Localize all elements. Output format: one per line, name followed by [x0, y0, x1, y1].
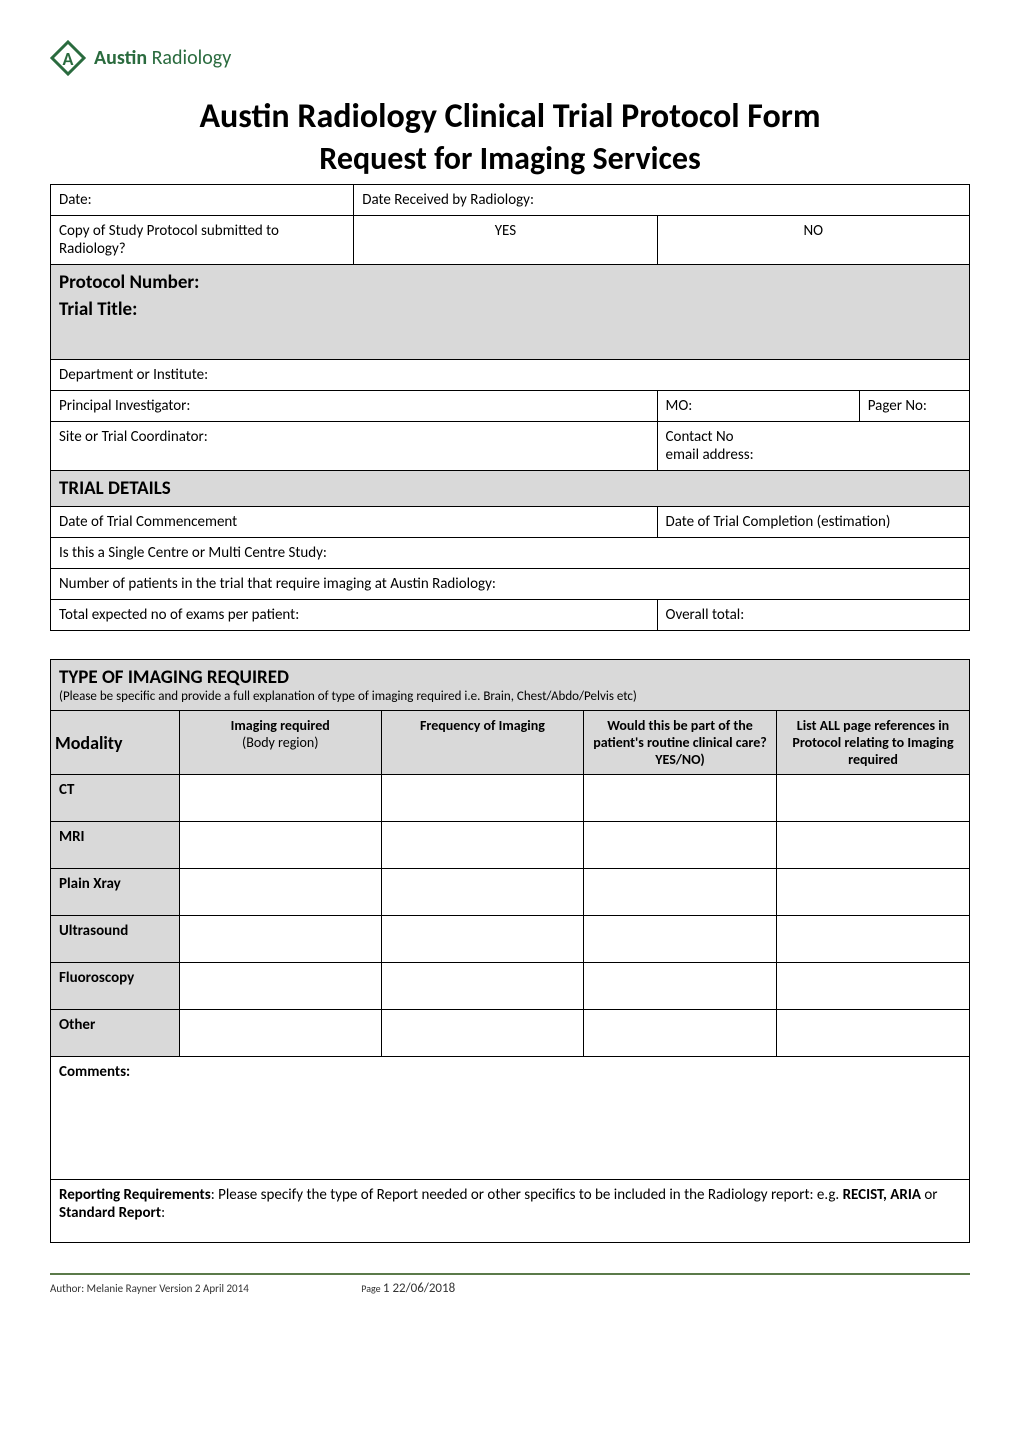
us-pages[interactable]: [776, 916, 969, 963]
yes-cell[interactable]: YES: [354, 216, 657, 265]
mri-routine[interactable]: [584, 822, 777, 869]
row-ultrasound: Ultrasound: [51, 916, 180, 963]
logo-light: Radiology: [147, 46, 231, 70]
table-row: MRI: [51, 822, 970, 869]
logo-row: A Austin Radiology: [50, 40, 970, 76]
mri-pages[interactable]: [776, 822, 969, 869]
reporting-cell[interactable]: Reporting Requirements: Please specify t…: [51, 1180, 970, 1243]
col-frequency: Frequency of Imaging: [381, 711, 583, 775]
comments-cell[interactable]: Comments:: [51, 1057, 970, 1180]
protocol-submitted-label: Copy of Study Protocol submitted to Radi…: [51, 216, 354, 265]
imaging-header-row: TYPE OF IMAGING REQUIRED (Please be spec…: [51, 660, 970, 711]
trial-details-header: TRIAL DETAILS: [51, 471, 970, 507]
date-label[interactable]: Date:: [51, 185, 354, 216]
imaging-header: TYPE OF IMAGING REQUIRED: [59, 666, 961, 689]
other-imaging[interactable]: [179, 1010, 381, 1057]
ct-routine[interactable]: [584, 775, 777, 822]
coordinator-label[interactable]: Site or Trial Coordinator:: [51, 422, 658, 471]
protocol-number-row[interactable]: Protocol Number: Trial Title:: [51, 265, 970, 360]
col-modality: Modality: [51, 711, 180, 775]
comments-label: Comments:: [59, 1063, 130, 1081]
xray-routine[interactable]: [584, 869, 777, 916]
row-fluoroscopy: Fluoroscopy: [51, 963, 180, 1010]
ct-frequency[interactable]: [381, 775, 583, 822]
ct-imaging[interactable]: [179, 775, 381, 822]
exams-per-patient-label[interactable]: Total expected no of exams per patient:: [51, 600, 658, 631]
reporting-text2: or: [921, 1186, 938, 1204]
fluoro-frequency[interactable]: [381, 963, 583, 1010]
row-ct: CT: [51, 775, 180, 822]
pi-label[interactable]: Principal Investigator:: [51, 391, 658, 422]
col-imaging-required-text: Imaging required: [184, 717, 377, 734]
svg-text:A: A: [63, 48, 74, 70]
no-cell[interactable]: NO: [657, 216, 969, 265]
col-imaging-required-sub: (Body region): [184, 734, 377, 751]
completion-label[interactable]: Date of Trial Completion (estimation): [657, 507, 969, 538]
page-subtitle: Request for Imaging Services: [50, 139, 970, 178]
contact-email-cell[interactable]: Contact No email address:: [657, 422, 969, 471]
commencement-label[interactable]: Date of Trial Commencement: [51, 507, 658, 538]
protocol-number-label: Protocol Number:: [59, 271, 961, 294]
footer-page-num: 1: [383, 1281, 390, 1296]
mo-label[interactable]: MO:: [657, 391, 859, 422]
col-routine-care: Would this be part of the patient's rout…: [584, 711, 777, 775]
table-row: Fluoroscopy: [51, 963, 970, 1010]
logo-text: Austin Radiology: [94, 46, 231, 70]
fluoro-imaging[interactable]: [179, 963, 381, 1010]
mri-imaging[interactable]: [179, 822, 381, 869]
reporting-bold1: Reporting Requirements: [59, 1186, 211, 1204]
reporting-bold3: Standard Report: [59, 1204, 161, 1222]
footer: Author: Melanie Rayner Version 2 April 2…: [50, 1273, 970, 1296]
fluoro-routine[interactable]: [584, 963, 777, 1010]
email-label: email address:: [666, 446, 961, 464]
logo-bold: Austin: [94, 46, 147, 70]
xray-frequency[interactable]: [381, 869, 583, 916]
xray-imaging[interactable]: [179, 869, 381, 916]
fluoro-pages[interactable]: [776, 963, 969, 1010]
row-plain-xray: Plain Xray: [51, 869, 180, 916]
footer-page-small: Page: [361, 1282, 383, 1295]
footer-date: 22/06/2018: [390, 1281, 456, 1296]
us-imaging[interactable]: [179, 916, 381, 963]
other-frequency[interactable]: [381, 1010, 583, 1057]
row-mri: MRI: [51, 822, 180, 869]
page-title: Austin Radiology Clinical Trial Protocol…: [50, 96, 970, 137]
footer-author: Author: Melanie Rayner Version 2 April 2…: [50, 1282, 249, 1295]
col-imaging-required: Imaging required (Body region): [179, 711, 381, 775]
xray-pages[interactable]: [776, 869, 969, 916]
table-row: Plain Xray: [51, 869, 970, 916]
ct-pages[interactable]: [776, 775, 969, 822]
row-other: Other: [51, 1010, 180, 1057]
other-routine[interactable]: [584, 1010, 777, 1057]
us-routine[interactable]: [584, 916, 777, 963]
date-received-label[interactable]: Date Received by Radiology:: [354, 185, 970, 216]
department-label[interactable]: Department or Institute:: [51, 360, 970, 391]
diamond-a-icon: A: [50, 40, 86, 76]
imaging-note: (Please be specific and provide a full e…: [59, 689, 961, 704]
reporting-text3: :: [161, 1204, 165, 1222]
table-row: Other: [51, 1010, 970, 1057]
table-row: Ultrasound: [51, 916, 970, 963]
num-patients-label[interactable]: Number of patients in the trial that req…: [51, 569, 970, 600]
contact-no-label: Contact No: [666, 428, 961, 446]
reporting-bold2: RECIST, ARIA: [843, 1186, 921, 1204]
trial-title-label: Trial Title:: [59, 298, 961, 321]
overall-total-label[interactable]: Overall total:: [657, 600, 969, 631]
pager-label[interactable]: Pager No:: [859, 391, 969, 422]
col-page-refs: List ALL page references in Protocol rel…: [776, 711, 969, 775]
main-form-table: Date: Date Received by Radiology: Copy o…: [50, 184, 970, 631]
table-row: CT: [51, 775, 970, 822]
other-pages[interactable]: [776, 1010, 969, 1057]
imaging-table: TYPE OF IMAGING REQUIRED (Please be spec…: [50, 659, 970, 1243]
centre-study-label[interactable]: Is this a Single Centre or Multi Centre …: [51, 538, 970, 569]
us-frequency[interactable]: [381, 916, 583, 963]
reporting-text1: : Please specify the type of Report need…: [211, 1186, 843, 1204]
mri-frequency[interactable]: [381, 822, 583, 869]
